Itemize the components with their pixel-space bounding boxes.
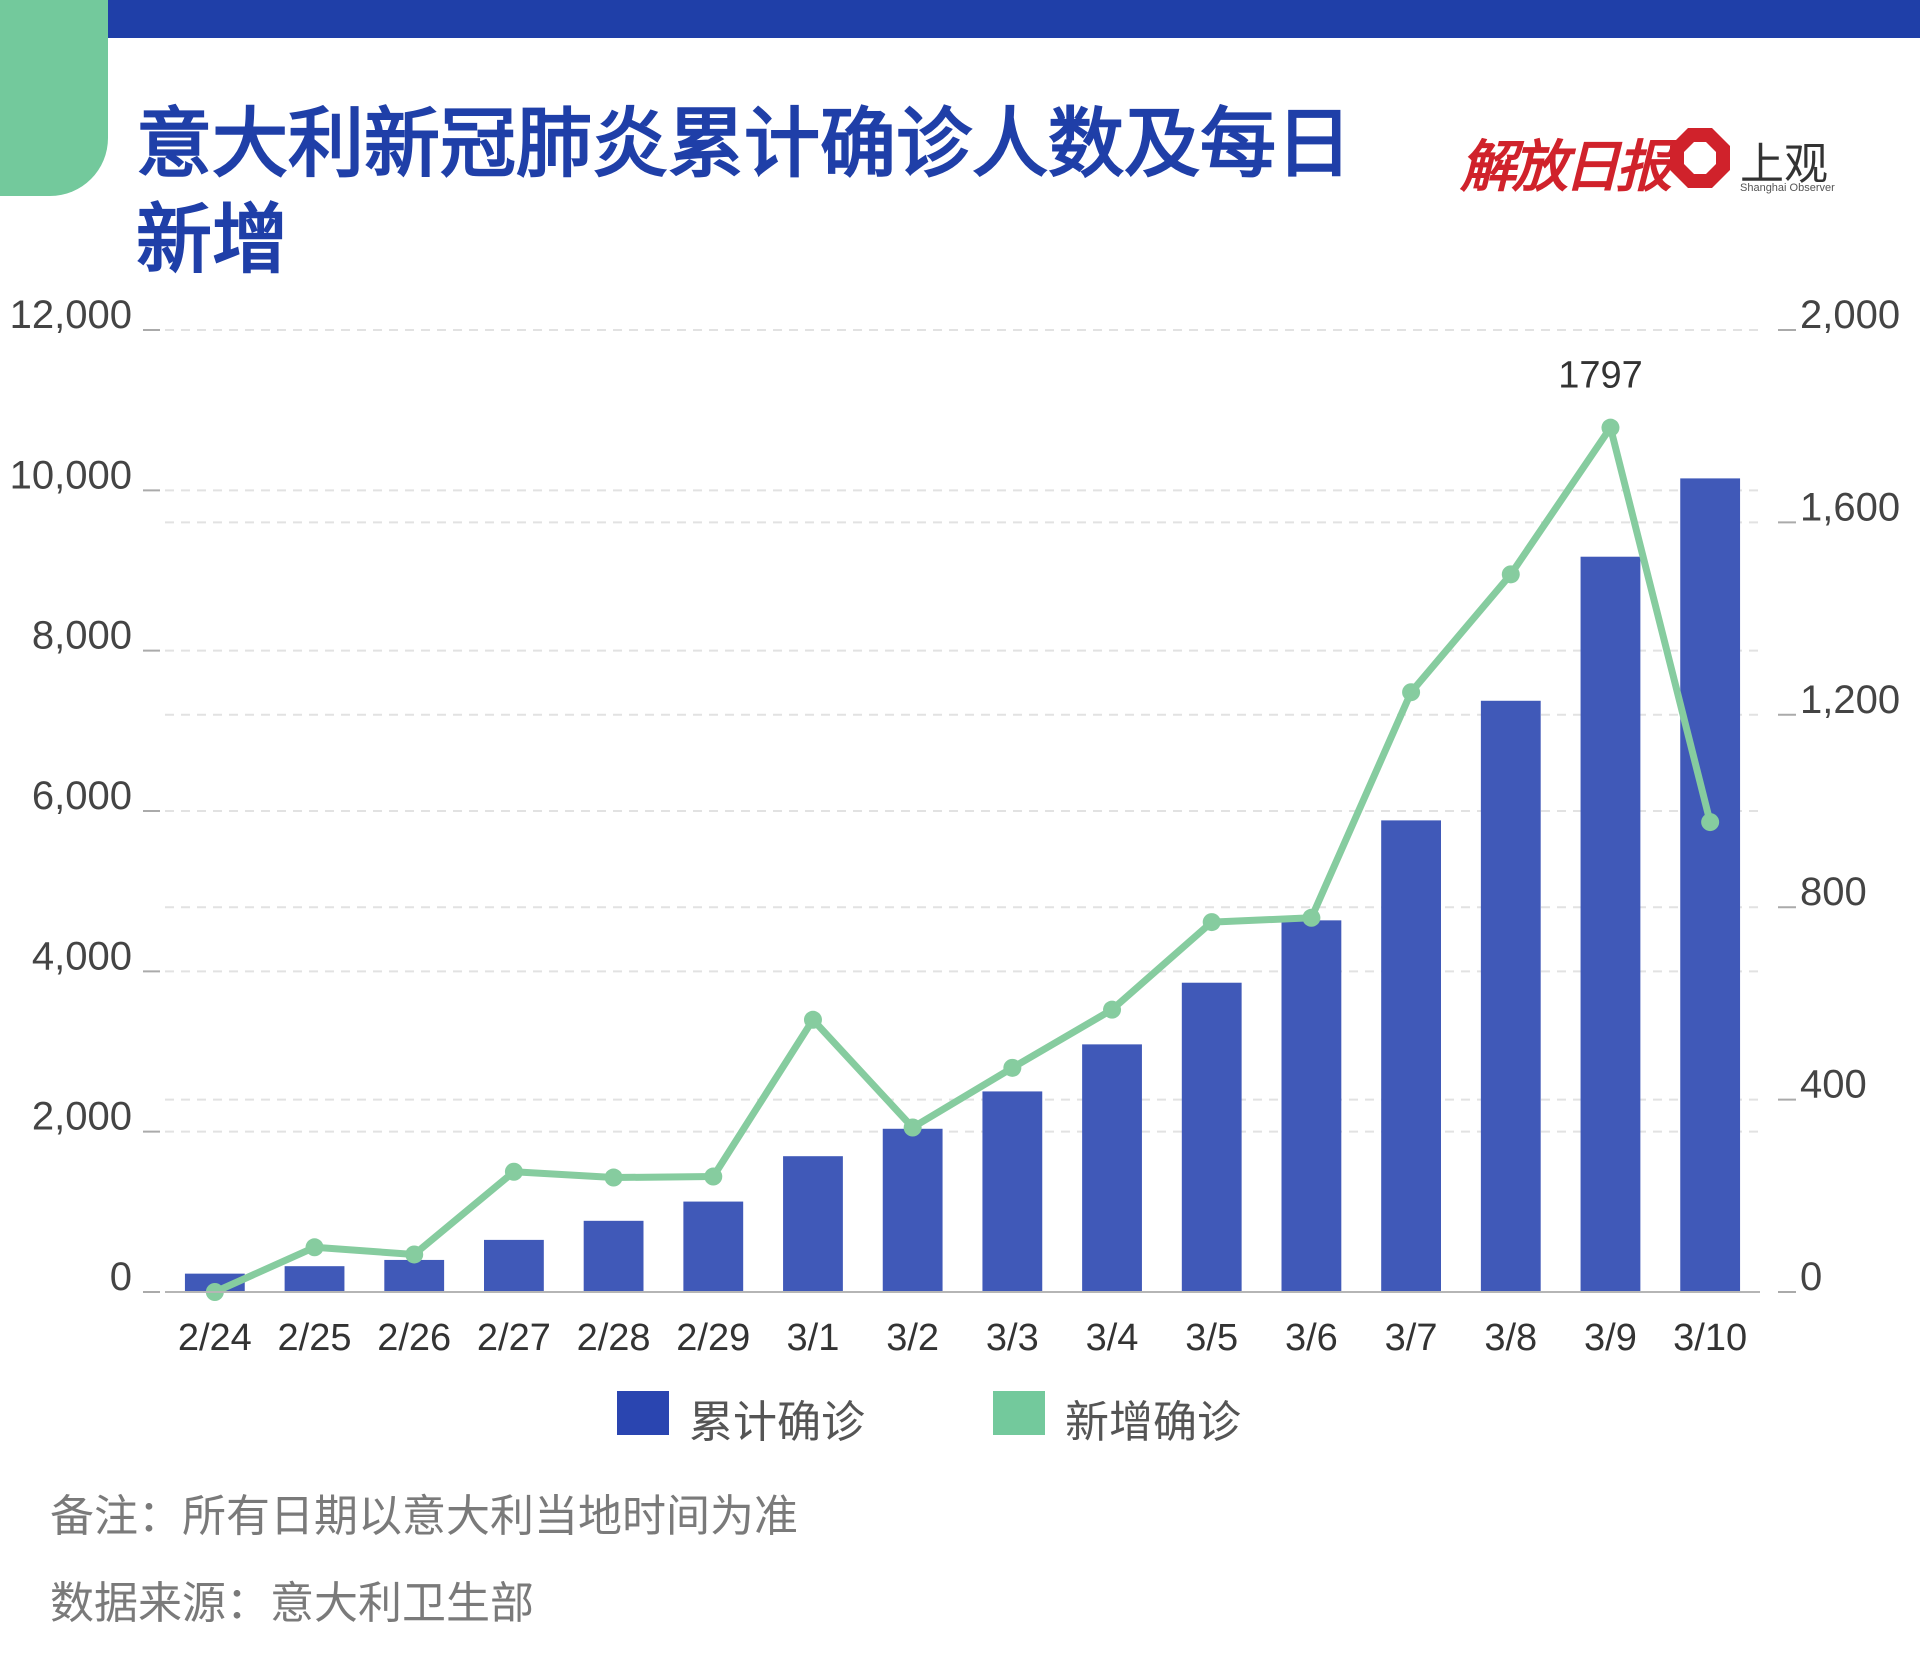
- line-point: [305, 1238, 324, 1257]
- y-left-tick-label: 12,000: [10, 293, 132, 337]
- x-tick-label: 2/29: [676, 1317, 750, 1359]
- x-tick-label: 3/6: [1285, 1317, 1338, 1359]
- bar: [982, 1091, 1043, 1292]
- bar: [1680, 478, 1741, 1292]
- shangguan-logo: 上观 Shanghai Observer: [1668, 126, 1840, 196]
- line-point: [1302, 908, 1321, 927]
- x-tick-label: 2/26: [377, 1317, 451, 1359]
- y-left-tick-label: 8,000: [32, 614, 132, 658]
- corner-accent-tab: [0, 0, 108, 196]
- line-point: [903, 1118, 922, 1137]
- data-source: 数据来源：意大利卫生部: [50, 1578, 534, 1629]
- shangguan-logo-text: 上观: [1740, 139, 1828, 190]
- x-tick-label: 3/5: [1185, 1317, 1238, 1359]
- x-tick-label: 2/27: [477, 1317, 551, 1359]
- y-right-tick-label: 800: [1800, 870, 1867, 914]
- octagon-logo-icon: [1670, 128, 1730, 188]
- y-left-tick-label: 6,000: [32, 774, 132, 818]
- chart-title: 意大利新冠肺炎累计确诊人数及每日新增: [136, 99, 1352, 284]
- legend-swatch: [993, 1391, 1045, 1435]
- line-series: [205, 418, 1720, 1301]
- combo-chart: 0 2,000 4,000 6,000 8,000 10,000 12,000 0 400 800…: [10, 293, 1900, 1359]
- y-left-tick-label: 2,000: [32, 1095, 132, 1139]
- line-point: [604, 1168, 623, 1187]
- line-point: [1601, 418, 1620, 437]
- bar: [882, 1128, 943, 1292]
- shangguan-logo-subtext: Shanghai Observer: [1740, 182, 1835, 194]
- legend-swatch: [617, 1391, 669, 1435]
- legend-label: 新增确诊: [1065, 1397, 1241, 1448]
- bar-series: [184, 478, 1741, 1292]
- annotations: 1797: [1558, 355, 1643, 397]
- y-right-tick-label: 1,600: [1800, 485, 1900, 529]
- line-point: [803, 1010, 822, 1029]
- bar: [1281, 920, 1342, 1292]
- x-tick-label: 3/1: [787, 1317, 840, 1359]
- y-right-tick-label: 0: [1800, 1255, 1822, 1299]
- x-tick-label: 3/7: [1385, 1317, 1438, 1359]
- x-tick-label: 2/24: [178, 1317, 252, 1359]
- y-left-tick-label: 0: [110, 1255, 132, 1299]
- line-point: [405, 1245, 424, 1264]
- x-tick-label: 2/28: [577, 1317, 651, 1359]
- line-point: [1202, 913, 1221, 932]
- line-point: [704, 1167, 723, 1186]
- axes: 0 2,000 4,000 6,000 8,000 10,000 12,000 0 400 800…: [10, 293, 1900, 1359]
- publisher-logos: 解放日报 上观 Shanghai Observer: [1460, 118, 1840, 208]
- bar: [783, 1156, 843, 1292]
- line-path: [211, 424, 1714, 1296]
- bar: [583, 1220, 644, 1292]
- footnote: 备注：所有日期以意大利当地时间为准: [50, 1491, 798, 1542]
- x-tick-label: 3/3: [986, 1317, 1039, 1359]
- bar: [384, 1259, 445, 1292]
- bar: [1381, 820, 1441, 1292]
- y-right-tick-label: 400: [1800, 1063, 1867, 1107]
- bar: [683, 1201, 744, 1292]
- data-label: 1797: [1558, 355, 1643, 397]
- line-point: [1701, 813, 1720, 832]
- bar: [484, 1239, 544, 1292]
- x-tick-label: 3/9: [1584, 1317, 1637, 1359]
- jiefang-daily-logo: 解放日报: [1460, 134, 1672, 200]
- y-right-tick-label: 2,000: [1800, 293, 1900, 337]
- bar: [1082, 1044, 1142, 1292]
- line-point: [1003, 1058, 1022, 1077]
- bar: [284, 1266, 345, 1292]
- top-accent-bar: [0, 0, 1920, 38]
- y-left-tick-label: 10,000: [10, 453, 132, 497]
- line-point: [1402, 683, 1421, 702]
- line-point: [1501, 565, 1520, 584]
- bar: [1480, 700, 1541, 1292]
- x-tick-label: 3/2: [886, 1317, 939, 1359]
- legend-label: 累计确诊: [689, 1397, 865, 1448]
- x-tick-label: 3/8: [1484, 1317, 1537, 1359]
- x-tick-label: 2/25: [278, 1317, 352, 1359]
- y-right-tick-label: 1,200: [1800, 678, 1900, 722]
- y-left-tick-label: 4,000: [32, 934, 132, 978]
- bar: [1580, 556, 1641, 1292]
- x-tick-label: 3/4: [1086, 1317, 1139, 1359]
- bar: [1181, 982, 1242, 1292]
- x-tick-label: 3/10: [1673, 1317, 1747, 1359]
- line-point: [1103, 1000, 1122, 1019]
- line-point: [504, 1162, 523, 1181]
